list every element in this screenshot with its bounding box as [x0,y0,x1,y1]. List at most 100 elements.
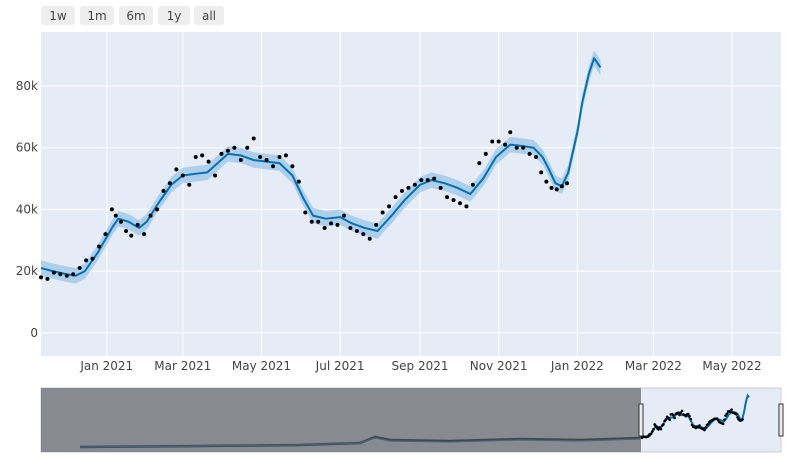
actual-point [200,153,205,158]
actual-point [335,222,340,227]
x-tick-label: Jul 2021 [315,359,365,373]
slider-actual-point [680,409,684,413]
actual-point [118,219,123,224]
actual-point [559,184,564,189]
actual-point [399,188,404,193]
actual-point [206,159,211,164]
slider-actual-point [729,410,732,414]
x-tick-label: Mar 2022 [625,359,682,373]
actual-point [419,178,424,183]
actual-point [103,232,108,237]
y-gridlines [41,85,781,334]
actual-point [457,201,462,206]
range-button-1y[interactable]: 1y [158,6,190,25]
slider-actual-point [688,414,691,418]
slider-actual-point [725,412,729,416]
actual-point [84,258,89,263]
actual-point [296,179,301,184]
actual-point [554,187,559,192]
slider-actual-point [735,413,738,416]
actual-point [213,173,218,178]
x-tick-label: Sep 2021 [392,359,449,373]
actual-point [549,185,554,190]
slider-actual-point [698,424,701,427]
actual-point [264,158,269,163]
actual-point [451,198,456,203]
y-tick-label: 80k [16,79,38,93]
forecast-series-line [40,57,602,277]
actual-point [271,164,276,169]
range-button-all[interactable]: all [194,6,224,25]
slider-actual-point [677,411,680,414]
slider-actual-point [664,418,668,421]
svg-text:1y: 1y [167,9,182,23]
actual-point [277,154,282,159]
slider-actual-point [662,423,665,426]
actual-point [406,185,411,190]
actual-point [503,142,508,147]
slider-actual-point [689,417,693,421]
actual-point [316,219,321,224]
range-selector: 1w 1m 6m 1y all [41,6,224,25]
actual-point [361,232,366,237]
range-button-1m[interactable]: 1m [80,6,114,25]
slider-actual-point [704,426,708,429]
actual-point [490,139,495,144]
actual-point [39,275,43,280]
actual-point [187,182,192,187]
actual-point [161,188,166,193]
x-tick-label: Mar 2021 [154,359,211,373]
slider-actual-point [741,418,744,421]
actual-point [309,219,314,224]
x-gridlines [106,32,733,356]
actual-point [258,154,263,159]
y-axis-labels: 0 20k 40k 60k 80k [16,79,38,340]
actual-point [71,272,76,277]
actual-point [174,167,179,172]
slider-actual-point [659,427,663,431]
range-slider[interactable] [40,387,784,453]
actual-point [142,232,147,237]
x-tick-label: May 2021 [232,359,291,373]
slider-actual-point [657,428,660,431]
svg-text:6m: 6m [126,9,145,23]
actual-point [322,225,327,230]
actual-point [387,204,392,209]
uncertainty-band [41,50,601,284]
x-tick-label: Nov 2021 [470,359,528,373]
y-tick-label: 40k [16,202,38,216]
slider-actual-point [678,413,681,417]
y-tick-label: 60k [16,141,38,155]
actual-point [470,182,475,187]
actual-point [367,236,372,241]
actual-point [539,170,544,175]
slider-actual-point [652,427,655,431]
actual-point [514,145,519,150]
range-slider-handle-right[interactable] [778,403,784,437]
slider-actual-point [672,413,675,417]
actual-point [219,151,224,156]
range-slider-mask [41,388,641,452]
actual-point [393,195,398,200]
actual-point [64,273,69,278]
y-tick-label: 0 [30,326,38,340]
range-button-6m[interactable]: 6m [119,6,153,25]
actual-point [109,207,114,212]
actual-point [412,182,417,187]
y-tick-label: 20k [16,264,38,278]
x-axis-labels: Jan 2021 Mar 2021 May 2021 Jul 2021 Sep 2021… [79,359,761,373]
x-tick-label: Jan 2021 [79,359,133,373]
actual-point [51,270,56,275]
actual-point [225,148,230,153]
slider-actual-point [649,432,653,436]
slider-actual-point [703,428,706,432]
range-slider-handle-left[interactable] [638,403,644,437]
actual-point [155,207,160,212]
actual-point [97,244,102,249]
actual-point [58,272,63,277]
svg-text:1m: 1m [87,9,106,23]
slider-actual-point [686,412,690,416]
actual-point [303,210,308,215]
actual-point [283,153,288,158]
range-button-1w[interactable]: 1w [41,6,75,25]
